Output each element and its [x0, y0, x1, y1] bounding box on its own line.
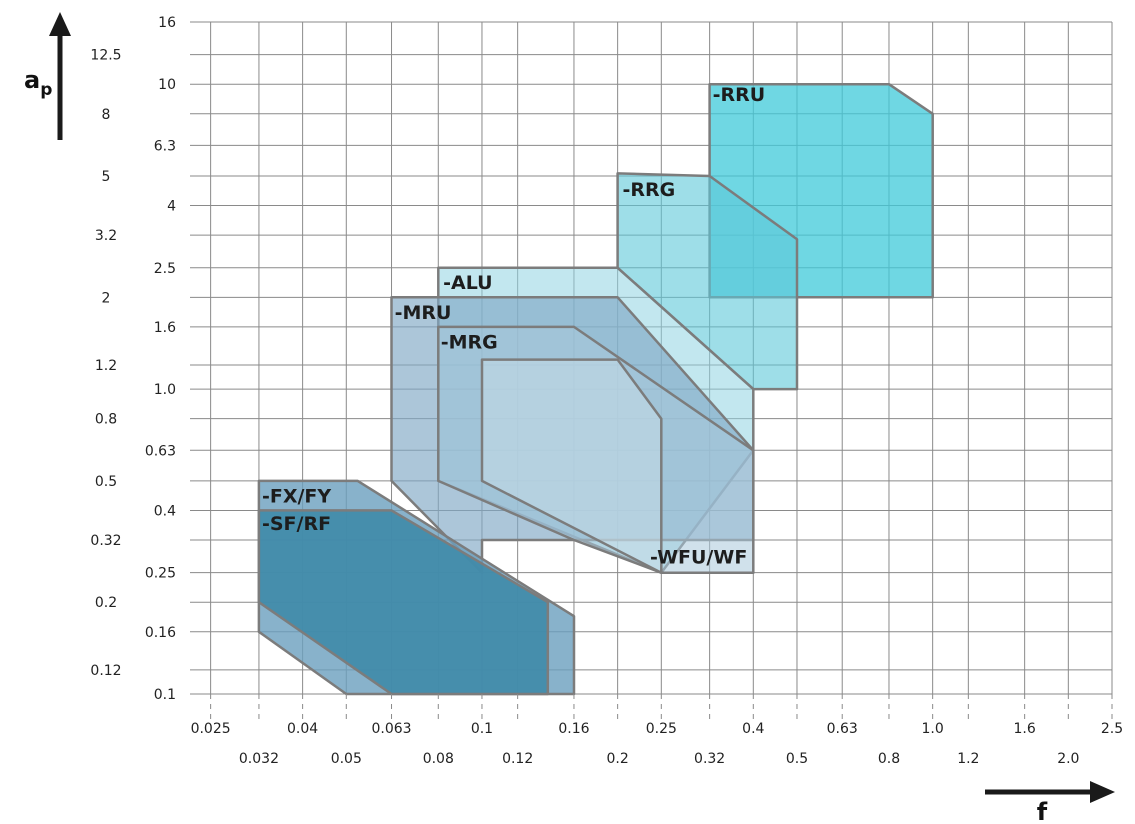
- y-tick-label: 1.2: [95, 358, 117, 374]
- region-label-sf-rf: -SF/RF: [262, 513, 331, 535]
- x-tick-label: 0.025: [191, 721, 231, 737]
- x-tick-label: 0.08: [423, 751, 454, 767]
- x-tick-label: 0.5: [786, 751, 808, 767]
- y-axis-label: ap: [24, 66, 52, 100]
- y-tick-label: 0.12: [90, 663, 121, 679]
- region-label-rrg: -RRG: [622, 179, 675, 201]
- region-wfu-wf: [480, 358, 663, 574]
- y-tick-label: 2.5: [154, 261, 176, 277]
- region-label-mru: -MRU: [395, 302, 452, 324]
- region-label-alu: -ALU: [443, 272, 492, 294]
- x-tick-label: 0.05: [331, 751, 362, 767]
- region-mrg: [437, 325, 755, 574]
- x-tick-label: 0.2: [607, 751, 629, 767]
- y-tick-label: 1.6: [154, 320, 176, 336]
- x-tick-label: 2.0: [1057, 751, 1079, 767]
- x-tick-label: 0.032: [239, 751, 279, 767]
- y-tick-label: 10: [158, 77, 176, 93]
- x-tick-label: 0.63: [827, 721, 858, 737]
- region-label-fx-fy: -FX/FY: [262, 485, 331, 507]
- x-tick-label: 0.1: [471, 721, 493, 737]
- y-tick-label: 0.32: [90, 533, 121, 549]
- x-tick-label: 0.25: [646, 721, 677, 737]
- y-tick-label: 0.4: [154, 503, 176, 519]
- y-tick-label: 0.16: [145, 625, 176, 641]
- y-tick-label: 0.63: [145, 443, 176, 459]
- region-label-mrg: -MRG: [441, 331, 498, 353]
- y-tick-label: 3.2: [95, 228, 117, 244]
- y-tick-label: 0.25: [145, 566, 176, 582]
- region-sf-rf: [257, 509, 550, 696]
- y-tick-label: 0.1: [154, 687, 176, 703]
- x-tick-label: 0.4: [742, 721, 764, 737]
- x-tick-label: 1.6: [1014, 721, 1036, 737]
- x-tick-label: 0.04: [287, 721, 318, 737]
- y-tick-label: 16: [158, 15, 176, 31]
- y-tick-label: 0.5: [95, 474, 117, 490]
- regions: [257, 82, 934, 696]
- y-tick-label: 6.3: [154, 138, 176, 154]
- x-tick-label: 0.063: [371, 721, 411, 737]
- ticks: 0.0250.0320.040.050.0630.080.10.120.160.…: [90, 15, 1123, 767]
- y-tick-label: 0.2: [95, 595, 117, 611]
- x-tick-label: 1.0: [922, 721, 944, 737]
- x-tick-label: 0.32: [694, 751, 725, 767]
- y-tick-label: 5: [102, 169, 111, 185]
- x-tick-label: 0.12: [502, 751, 533, 767]
- y-tick-label: 12.5: [90, 48, 121, 64]
- y-tick-label: 1.0: [154, 382, 176, 398]
- y-tick-label: 2: [102, 290, 111, 306]
- x-axis-arrow: [985, 781, 1115, 803]
- x-tick-label: 2.5: [1101, 721, 1123, 737]
- y-tick-label: 0.8: [95, 412, 117, 428]
- x-tick-label: 0.16: [558, 721, 589, 737]
- x-tick-label: 1.2: [957, 751, 979, 767]
- region-label-wfu-wf: -WFU/WF: [650, 546, 747, 568]
- x-axis-label: f: [1037, 798, 1048, 824]
- region-labels: -RRU -RRG -ALU -MRU -MRG -WFU/WF -FX/FY -SF/RF: [262, 84, 765, 568]
- region-label-rru: -RRU: [713, 84, 766, 106]
- y-tick-label: 8: [102, 107, 111, 123]
- y-axis-arrow: [49, 12, 71, 140]
- x-tick-label: 0.8: [878, 751, 900, 767]
- y-tick-label: 4: [167, 199, 176, 215]
